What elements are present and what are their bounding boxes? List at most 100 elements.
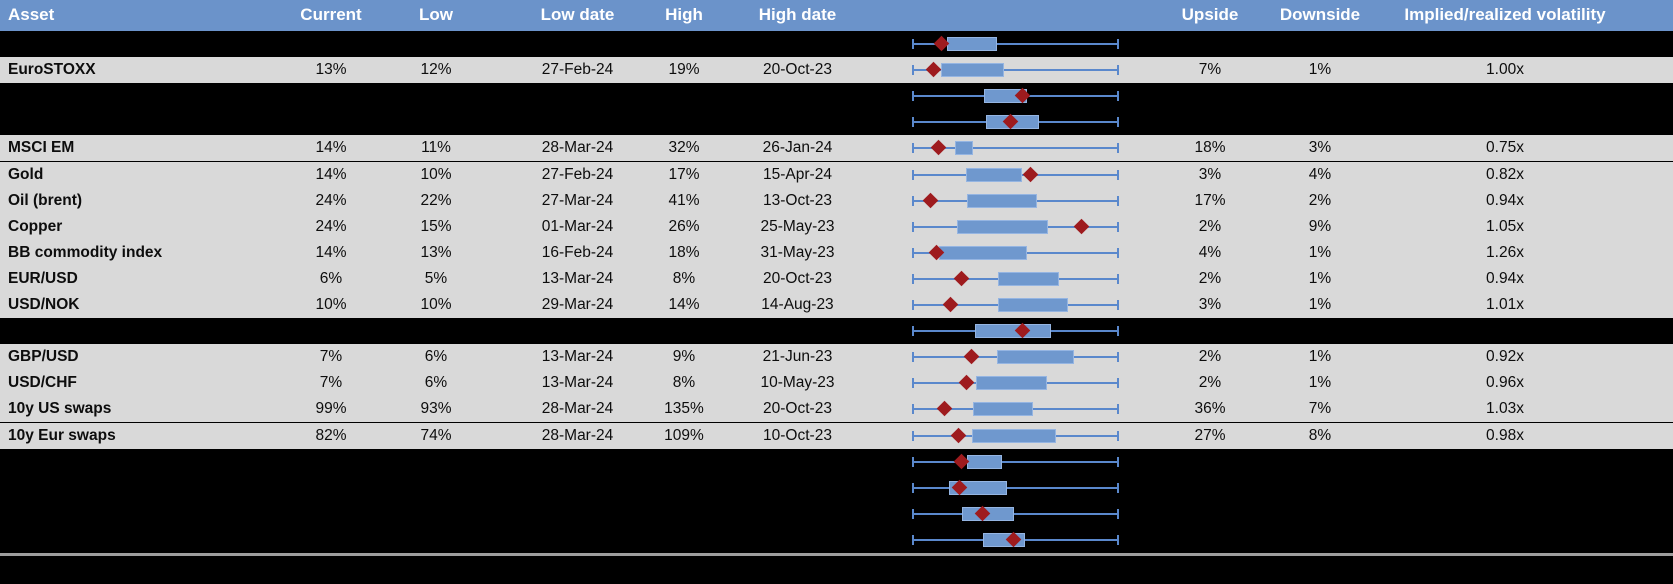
cell-asset[interactable]: Gold	[8, 165, 44, 183]
cell-low_date[interactable]: 01-Mar-24	[541, 217, 614, 235]
cell-implied[interactable]: 0.96x	[1486, 374, 1524, 392]
cell-downside[interactable]: 1%	[1308, 348, 1332, 366]
cell-high[interactable]: 8%	[672, 269, 696, 287]
cell-asset[interactable]: 10y US swaps	[8, 400, 112, 418]
cell-current[interactable]: 14%	[315, 165, 347, 183]
cell-asset[interactable]: MSCI EM	[8, 139, 75, 157]
cell-downside[interactable]: 7%	[1308, 400, 1332, 418]
cell-low_date[interactable]: 28-Mar-24	[541, 426, 614, 444]
cell-downside[interactable]: 3%	[1308, 139, 1332, 157]
cell-low_date[interactable]: 13-Mar-24	[541, 269, 614, 287]
cell-current[interactable]: 14%	[315, 139, 347, 157]
cell-upside[interactable]: 17%	[1194, 191, 1226, 209]
cell-low_date[interactable]: 27-Feb-24	[541, 165, 614, 183]
cell-high_date[interactable]: 25-May-23	[760, 217, 835, 235]
cell-upside[interactable]: 7%	[1198, 61, 1222, 79]
cell-downside[interactable]: 1%	[1308, 296, 1332, 313]
cell-low[interactable]: 10%	[420, 165, 452, 183]
cell-upside[interactable]: 18%	[1194, 139, 1226, 157]
cell-current[interactable]: 82%	[315, 426, 347, 444]
cell-downside[interactable]: 1%	[1308, 61, 1332, 79]
cell-downside[interactable]: 1%	[1308, 243, 1332, 261]
cell-upside[interactable]: 2%	[1198, 374, 1222, 392]
header-implied[interactable]: Implied/realized volatility	[1404, 5, 1606, 24]
cell-low[interactable]: 22%	[420, 191, 452, 209]
cell-current[interactable]: 99%	[315, 400, 347, 418]
cell-current[interactable]: 24%	[315, 217, 347, 235]
cell-low[interactable]: 6%	[424, 374, 448, 392]
cell-high_date[interactable]: 26-Jan-24	[762, 139, 833, 157]
cell-asset[interactable]: GBP/USD	[8, 348, 79, 366]
cell-low[interactable]: 10%	[420, 296, 452, 313]
cell-high_date[interactable]: 20-Oct-23	[763, 61, 832, 79]
cell-low_date[interactable]: 28-Mar-24	[541, 139, 614, 157]
cell-low[interactable]: 15%	[420, 217, 452, 235]
cell-current[interactable]: 7%	[319, 374, 343, 392]
cell-implied[interactable]: 0.94x	[1486, 191, 1524, 209]
cell-upside[interactable]: 4%	[1198, 243, 1222, 261]
header-current[interactable]: Current	[300, 5, 362, 24]
cell-downside[interactable]: 1%	[1308, 374, 1332, 392]
cell-asset[interactable]: Copper	[8, 217, 63, 235]
cell-high[interactable]: 14%	[668, 296, 700, 313]
cell-high[interactable]: 9%	[672, 348, 696, 366]
cell-downside[interactable]: 2%	[1308, 191, 1332, 209]
cell-asset[interactable]: Oil (brent)	[8, 191, 83, 209]
cell-upside[interactable]: 27%	[1194, 426, 1226, 444]
header-high_date[interactable]: High date	[758, 5, 837, 24]
header-low_date[interactable]: Low date	[540, 5, 615, 24]
header-low[interactable]: Low	[419, 5, 453, 24]
cell-current[interactable]: 6%	[319, 269, 343, 287]
cell-low_date[interactable]: 29-Mar-24	[541, 296, 614, 313]
cell-implied[interactable]: 1.03x	[1486, 400, 1524, 418]
cell-downside[interactable]: 1%	[1308, 269, 1332, 287]
cell-downside[interactable]: 9%	[1308, 217, 1332, 235]
cell-asset[interactable]: EUR/USD	[8, 269, 78, 287]
cell-implied[interactable]: 1.05x	[1486, 217, 1524, 235]
header-asset[interactable]: Asset	[8, 5, 55, 24]
cell-low[interactable]: 12%	[420, 61, 452, 79]
cell-high[interactable]: 8%	[672, 374, 696, 392]
cell-low[interactable]: 6%	[424, 348, 448, 366]
cell-implied[interactable]: 0.98x	[1486, 426, 1524, 444]
cell-implied[interactable]: 0.75x	[1486, 139, 1524, 157]
cell-upside[interactable]: 36%	[1194, 400, 1226, 418]
cell-implied[interactable]: 1.00x	[1486, 61, 1524, 79]
cell-implied[interactable]: 1.26x	[1486, 243, 1524, 261]
cell-downside[interactable]: 4%	[1308, 165, 1332, 183]
cell-asset[interactable]: EuroSTOXX	[8, 61, 96, 79]
cell-low[interactable]: 5%	[424, 269, 448, 287]
cell-low[interactable]: 13%	[420, 243, 452, 261]
cell-low_date[interactable]: 13-Mar-24	[541, 348, 614, 366]
cell-upside[interactable]: 2%	[1198, 269, 1222, 287]
cell-low_date[interactable]: 27-Feb-24	[541, 61, 614, 79]
cell-high[interactable]: 109%	[664, 426, 704, 444]
cell-implied[interactable]: 0.92x	[1486, 348, 1524, 366]
cell-upside[interactable]: 3%	[1198, 296, 1222, 313]
cell-implied[interactable]: 0.94x	[1486, 269, 1524, 287]
cell-high[interactable]: 135%	[664, 400, 704, 418]
cell-asset[interactable]: BB commodity index	[8, 243, 163, 261]
cell-current[interactable]: 7%	[319, 348, 343, 366]
cell-high[interactable]: 18%	[668, 243, 700, 261]
cell-low_date[interactable]: 28-Mar-24	[541, 400, 614, 418]
header-downside[interactable]: Downside	[1279, 5, 1361, 24]
cell-low[interactable]: 74%	[420, 426, 452, 444]
cell-high_date[interactable]: 15-Apr-24	[763, 165, 832, 183]
cell-low_date[interactable]: 13-Mar-24	[541, 374, 614, 392]
cell-upside[interactable]: 2%	[1198, 217, 1222, 235]
cell-current[interactable]: 13%	[315, 61, 347, 79]
header-upside[interactable]: Upside	[1181, 5, 1239, 24]
cell-downside[interactable]: 8%	[1308, 426, 1332, 444]
cell-asset[interactable]: 10y Eur swaps	[8, 426, 116, 444]
cell-high_date[interactable]: 20-Oct-23	[763, 269, 832, 287]
cell-high[interactable]: 32%	[668, 139, 700, 157]
cell-high_date[interactable]: 10-May-23	[760, 374, 835, 392]
cell-high_date[interactable]: 14-Aug-23	[761, 296, 834, 313]
cell-current[interactable]: 14%	[315, 243, 347, 261]
cell-implied[interactable]: 1.01x	[1486, 296, 1524, 313]
cell-low[interactable]: 93%	[420, 400, 452, 418]
cell-upside[interactable]: 2%	[1198, 348, 1222, 366]
header-high[interactable]: High	[665, 5, 703, 24]
cell-high[interactable]: 17%	[668, 165, 700, 183]
